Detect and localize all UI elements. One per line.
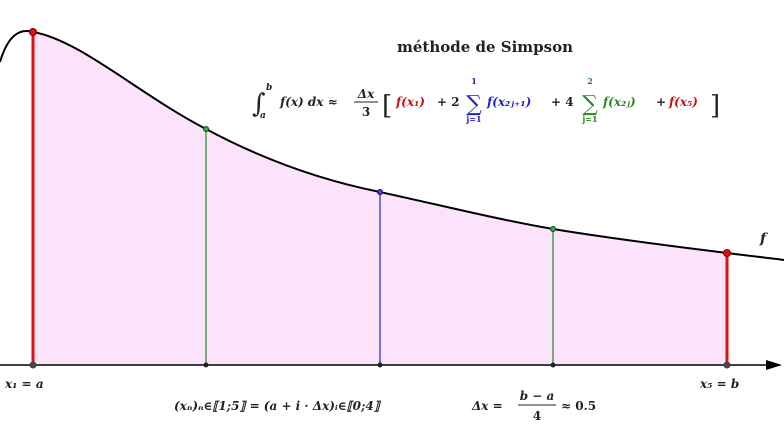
axis-point-x2 <box>203 362 209 368</box>
axis-point-x1 <box>29 361 37 369</box>
sum2-lower: j=1 <box>581 114 597 124</box>
simpson-formula: ∫ b a f(x) dx ≈ Δx 3 [ f(x₁) + 2 1 ∑ j=1… <box>252 76 720 124</box>
left-bracket: [ <box>382 91 392 121</box>
curve-point-x1 <box>29 28 37 36</box>
term-last: f(x₅) <box>668 95 698 109</box>
integrand: f(x) dx ≈ <box>279 95 338 109</box>
sum2-term: f(x₂ⱼ) <box>602 95 636 109</box>
sum1-sigma: ∑ <box>466 92 482 117</box>
plus-two: + 2 <box>437 95 460 109</box>
step-den: 4 <box>533 409 541 423</box>
integral-sign: ∫ <box>252 89 266 119</box>
diagram-title: méthode de Simpson <box>397 38 573 56</box>
step-lhs: Δx = <box>471 399 503 413</box>
step-num: b − a <box>520 389 555 403</box>
axis-point-x3 <box>377 362 383 368</box>
x-axis-arrow <box>766 360 782 370</box>
curve-point-x5 <box>723 249 731 257</box>
sum2-upper: 2 <box>587 76 593 86</box>
sum1-lower: j=1 <box>465 114 481 124</box>
integral-lower: a <box>260 111 266 121</box>
curve-point-x3 <box>377 189 383 195</box>
fraction-num: Δx <box>357 87 375 101</box>
integral-upper: b <box>266 83 272 93</box>
function-label: f <box>759 231 769 247</box>
label-x5-b: x₅ = b <box>699 377 739 391</box>
step-definition: Δx = b − a 4 ≈ 0.5 <box>471 389 596 423</box>
axis-point-x5 <box>723 361 731 369</box>
right-bracket: ] <box>710 91 720 121</box>
fraction-den: 3 <box>362 105 370 119</box>
sum1-upper: 1 <box>471 76 477 86</box>
plus-four: + 4 <box>551 95 574 109</box>
term-first: f(x₁) <box>395 95 425 109</box>
step-rhs: ≈ 0.5 <box>561 399 596 413</box>
curve-point-x2 <box>203 126 209 132</box>
plus-last: + <box>656 95 666 109</box>
label-x1-a: x₁ = a <box>4 377 44 391</box>
axis-point-x4 <box>550 362 556 368</box>
sum1-term: f(x₂ⱼ₊₁) <box>486 95 531 109</box>
sum2-sigma: ∑ <box>582 92 598 117</box>
sequence-definition: (xₙ)ₙ∈⟦1;5⟧ = (a + i · Δx)ᵢ∈⟦0;4⟧ <box>174 399 382 413</box>
curve-point-x4 <box>550 226 556 232</box>
